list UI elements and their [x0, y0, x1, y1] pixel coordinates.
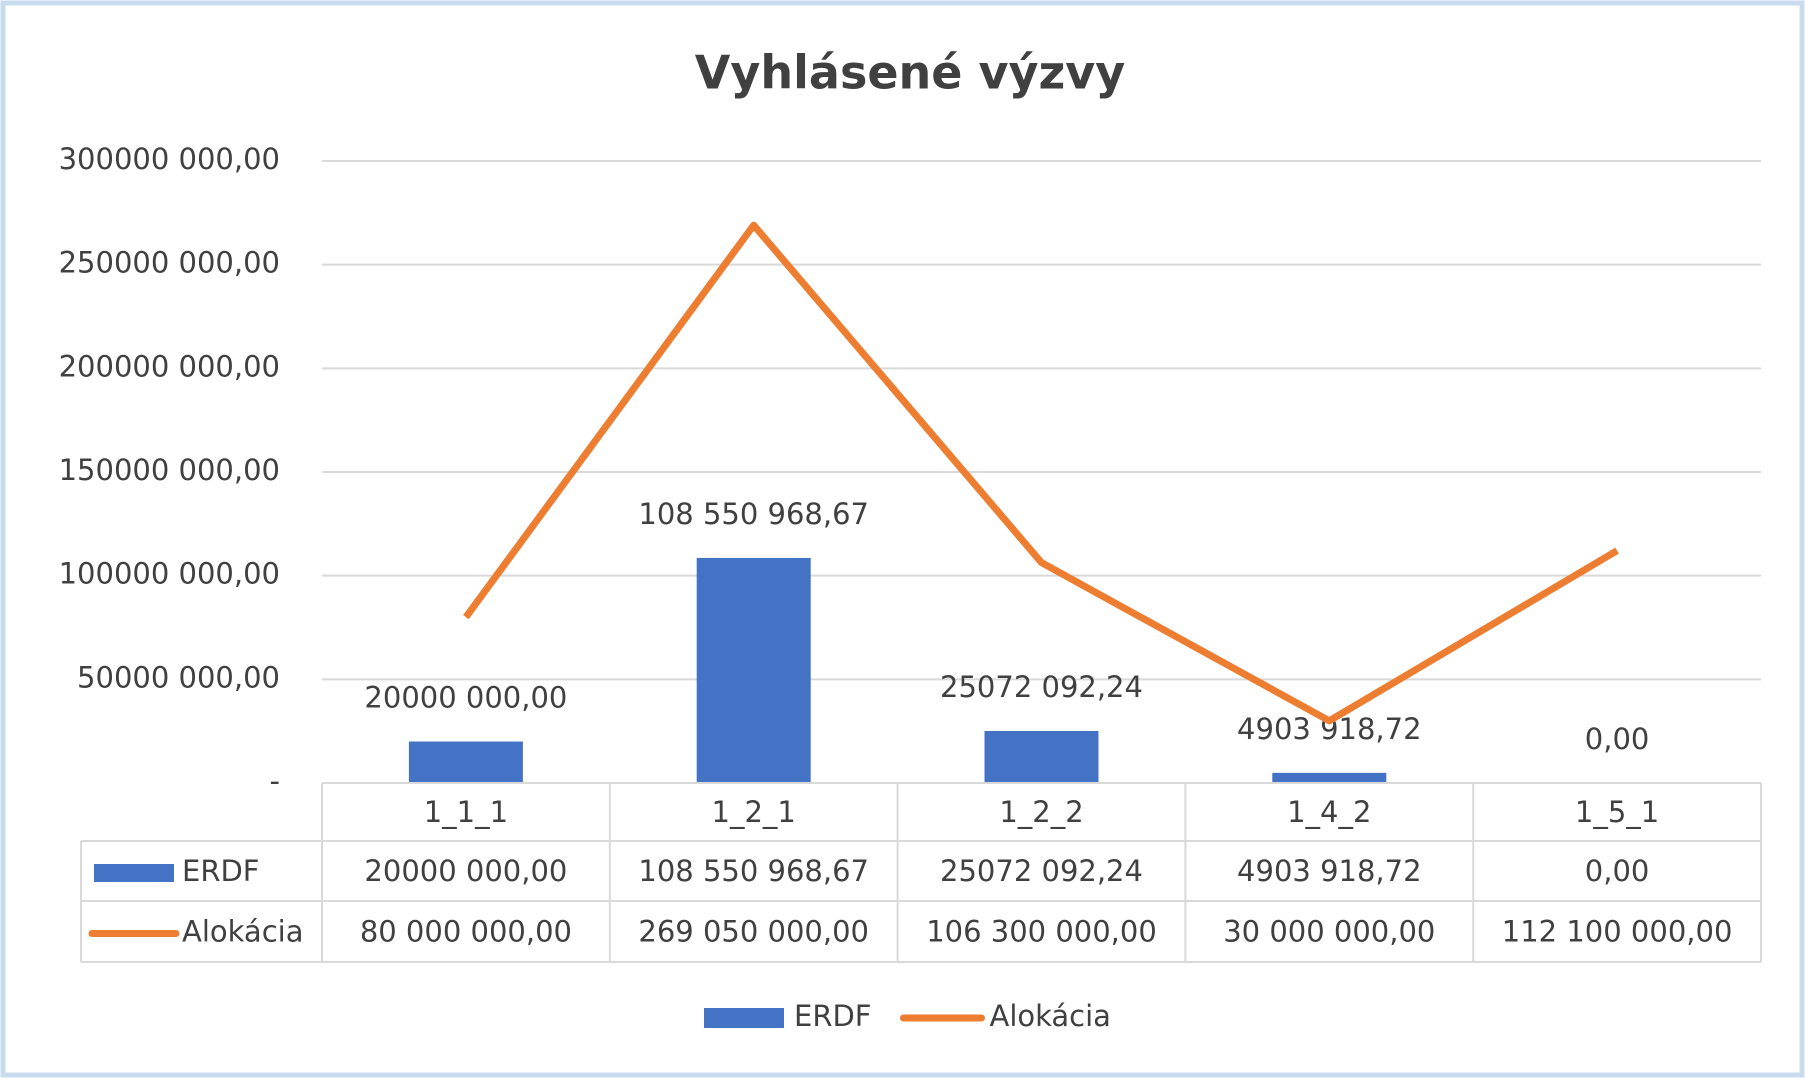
- data-label: 108 550 968,67: [638, 497, 869, 531]
- x-tick-label: 1_1_1: [424, 795, 508, 829]
- x-tick-label: 1_5_1: [1575, 795, 1659, 829]
- x-tick-label: 1_4_2: [1287, 795, 1371, 829]
- bar: [696, 557, 811, 783]
- y-tick-label: 100000 000,00: [59, 557, 280, 591]
- bar: [984, 731, 1099, 783]
- y-tick-label: 50000 000,00: [77, 660, 280, 694]
- x-tick-label: 1_2_1: [712, 795, 796, 829]
- bar: [1272, 772, 1387, 783]
- table-row-header: ERDF: [182, 854, 259, 888]
- table-cell: 108 550 968,67: [638, 854, 869, 888]
- data-label: 25072 092,24: [940, 670, 1143, 704]
- y-tick-label: 300000 000,00: [59, 142, 280, 176]
- x-tick-label: 1_2_2: [999, 795, 1083, 829]
- y-tick-label: 200000 000,00: [59, 349, 280, 383]
- table-cell: 269 050 000,00: [638, 915, 869, 949]
- table-cell: 4903 918,72: [1237, 854, 1422, 888]
- legend-key: [704, 1008, 784, 1028]
- table-cell: 25072 092,24: [940, 854, 1143, 888]
- table-cell: 80 000 000,00: [360, 915, 572, 949]
- table-row-header: Alokácia: [182, 915, 303, 949]
- legend-label: ERDF: [794, 999, 871, 1033]
- bar: [408, 741, 523, 783]
- legend-label: Alokácia: [989, 999, 1110, 1033]
- y-tick-label: 250000 000,00: [59, 246, 280, 280]
- table-key: [94, 864, 174, 882]
- table-cell: 112 100 000,00: [1502, 915, 1733, 949]
- table-cell: 0,00: [1585, 854, 1650, 888]
- data-label: 20000 000,00: [364, 681, 567, 715]
- y-tick-label: -: [270, 764, 280, 798]
- data-label: 0,00: [1585, 722, 1650, 756]
- table-cell: 106 300 000,00: [926, 915, 1157, 949]
- table-cell: 20000 000,00: [364, 854, 567, 888]
- y-tick-label: 150000 000,00: [59, 453, 280, 487]
- chart-title: Vyhlásené výzvy: [695, 46, 1125, 100]
- line: [463, 221, 1619, 725]
- table-cell: 30 000 000,00: [1223, 915, 1435, 949]
